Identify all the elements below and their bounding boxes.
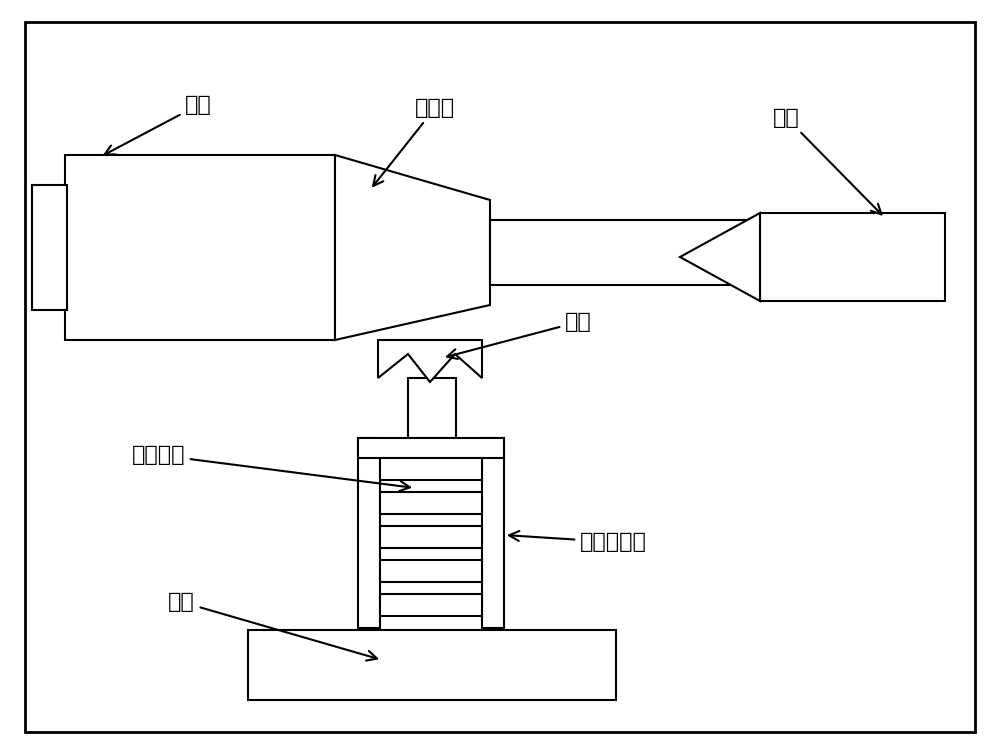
Polygon shape (378, 340, 482, 382)
Text: 工作间: 工作间 (373, 98, 455, 186)
Polygon shape (680, 213, 760, 301)
Text: 磁致作动器: 磁致作动器 (509, 531, 647, 552)
Bar (380, 560, 482, 582)
Text: 尾座: 尾座 (773, 108, 881, 215)
Text: 夹头: 夹头 (105, 95, 212, 155)
Bar (380, 458, 482, 480)
Bar (380, 492, 482, 514)
Bar (408, 378, 456, 438)
Bar (65, 155, 335, 340)
Polygon shape (335, 155, 490, 340)
Bar (32, 185, 67, 310)
Text: 固定装置: 固定装置 (132, 445, 410, 491)
Bar (490, 220, 760, 285)
Bar (760, 213, 945, 301)
Bar (248, 630, 616, 700)
Bar (358, 438, 504, 458)
Bar (380, 594, 482, 616)
Text: 刀架: 刀架 (168, 592, 377, 661)
Bar (358, 438, 380, 628)
Text: 切刀: 切刀 (447, 312, 592, 359)
Bar (380, 526, 482, 548)
Bar (482, 438, 504, 628)
